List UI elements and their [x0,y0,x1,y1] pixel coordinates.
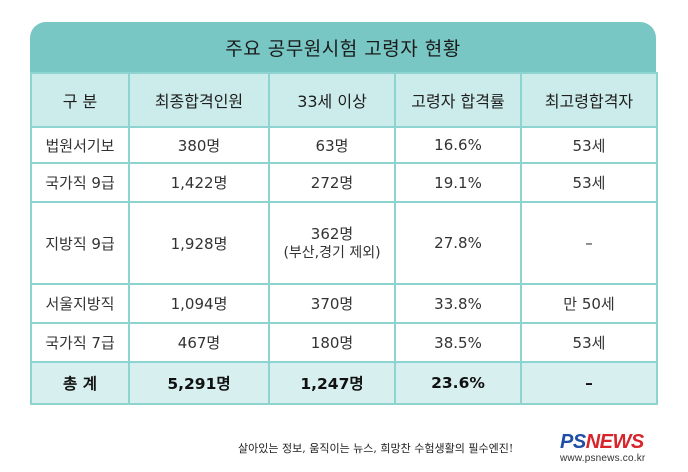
total-over33: 1,247명 [268,361,396,405]
cell-final: 1,928명 [128,201,270,285]
table-header-row: 구 분 최종합격인원 33세 이상 고령자 합격률 최고령합격자 [30,72,658,128]
stats-table: 구 분 최종합격인원 33세 이상 고령자 합격률 최고령합격자 법원서기보 3… [30,72,658,405]
cell-category: 법원서기보 [30,126,130,164]
cell-over33: 272명 [268,162,396,203]
cell-over33: 370명 [268,283,396,324]
logo-news: NEWS [585,431,645,453]
header-over-33: 33세 이상 [268,72,396,128]
header-oldest-passer: 최고령합격자 [520,72,658,128]
table-row: 국가직 7급 467명 180명 38.5% 53세 [30,322,658,363]
table-title-bar: 주요 공무원시험 고령자 현황 [30,22,656,72]
cell-oldest: 만 50세 [520,283,658,324]
cell-final: 467명 [128,322,270,363]
cell-oldest: 53세 [520,126,658,164]
cell-rate: 27.8% [394,201,522,285]
cell-category: 국가직 7급 [30,322,130,363]
cell-rate: 16.6% [394,126,522,164]
total-category: 총 계 [30,361,130,405]
cell-category: 국가직 9급 [30,162,130,203]
logo-url: www.psnews.co.kr [560,453,646,464]
table-row: 국가직 9급 1,422명 272명 19.1% 53세 [30,162,658,203]
total-rate: 23.6% [394,361,522,405]
cell-over33: 63명 [268,126,396,164]
header-senior-pass-rate: 고령자 합격률 [394,72,522,128]
total-final: 5,291명 [128,361,270,405]
cell-over33-value: 362명 [310,225,354,243]
footer-slogan: 살아있는 정보, 움직이는 뉴스, 희망찬 수험생활의 필수엔진! [238,442,514,455]
cell-final: 380명 [128,126,270,164]
cell-over33: 180명 [268,322,396,363]
cell-over33-with-note: 362명 (부산,경기 제외) [268,201,396,285]
cell-category: 지방직 9급 [30,201,130,285]
cell-final: 1,422명 [128,162,270,203]
stats-table-container: 구 분 최종합격인원 33세 이상 고령자 합격률 최고령합격자 법원서기보 3… [30,72,658,405]
logo-wordmark: PSNEWS [560,432,664,452]
cell-oldest: 53세 [520,322,658,363]
cell-final: 1,094명 [128,283,270,324]
table-total-row: 총 계 5,291명 1,247명 23.6% – [30,361,658,405]
cell-rate: 19.1% [394,162,522,203]
table-row: 서울지방직 1,094명 370명 33.8% 만 50세 [30,283,658,324]
table-row: 지방직 9급 1,928명 362명 (부산,경기 제외) 27.8% – [30,201,658,285]
page-title: 주요 공무원시험 고령자 현황 [225,37,461,60]
cell-over33-note: (부산,경기 제외) [283,245,381,261]
cell-rate: 33.8% [394,283,522,324]
logo-ps: PS [560,431,586,453]
table-row: 법원서기보 380명 63명 16.6% 53세 [30,126,658,164]
header-category: 구 분 [30,72,130,128]
cell-rate: 38.5% [394,322,522,363]
header-final-passers: 최종합격인원 [128,72,270,128]
psnews-logo: PSNEWS www.psnews.co.kr [560,432,664,466]
cell-category: 서울지방직 [30,283,130,324]
cell-oldest: – [520,201,658,285]
cell-oldest: 53세 [520,162,658,203]
total-oldest: – [520,361,658,405]
